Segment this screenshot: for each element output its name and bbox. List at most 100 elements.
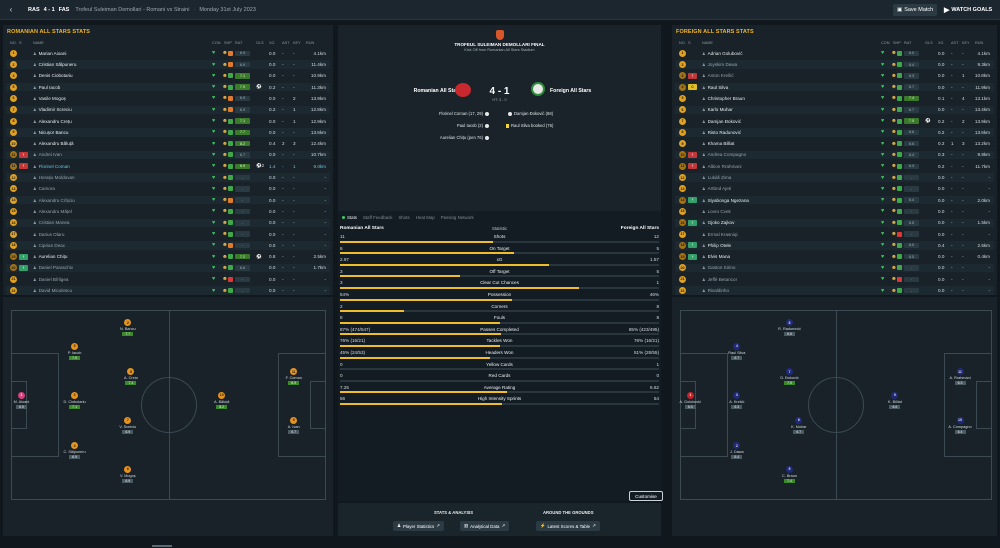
pitch-player[interactable]: 2 N. Bancu 7.7 [108, 319, 148, 337]
player-name-cell[interactable]: ♟ Joyskim Dawa [702, 60, 737, 69]
header-name[interactable]: NAME [702, 41, 713, 45]
pitch-player[interactable]: 10 A. Compagno 6.4 [940, 416, 980, 434]
player-name[interactable]: Andrei Ivan [38, 152, 62, 158]
player-name[interactable]: Denis Ciobotariu [38, 73, 73, 79]
player-row[interactable]: 1 ♟ Marian Aioani ♥ ☻ 6.9 0.0- -4.1km [6, 49, 330, 58]
player-row[interactable]: 18 ♟ Ciprian Deac ♥ ☻ -0.0- - - [6, 241, 330, 250]
away-team-name[interactable]: Foreign All Stars [550, 88, 592, 94]
pitch-player[interactable]: 10 A. Băluță 8.2 [202, 391, 242, 409]
player-name-cell[interactable]: ♟ Karlo Muhar [702, 106, 733, 115]
player-row[interactable]: 2 ♟ Cristian Sălpuneru ♥ ☻ 6.9 0.0- -11.4km [6, 60, 330, 69]
player-name-cell[interactable]: ♟ Risto Radunović [702, 128, 741, 137]
header-key[interactable]: KEY [962, 41, 970, 45]
player-row[interactable]: 14 ♟ Alexandru Crîșciu ♥ ☻ -0.0- - - [6, 195, 330, 205]
save-match-button[interactable]: ▣ Save Match [893, 4, 938, 16]
header-rat[interactable]: RAT [235, 41, 243, 45]
analytical-data-button[interactable]: ▥ Analytical Data ↗ [460, 521, 510, 531]
player-name[interactable]: Albion Rrahmani [707, 163, 742, 169]
pitch-player[interactable]: 5 P. Iacob 7.9 [55, 342, 95, 360]
header-ast[interactable]: AST [951, 41, 959, 45]
pitch-player[interactable]: 6 V. Mogoș 6.9 [108, 465, 148, 483]
player-row[interactable]: 7 ♟ Vladimir Screciu ♥ ☻ 6.9 0.2- 1 12.8km [6, 105, 330, 115]
player-name[interactable]: Khama Billiat [707, 141, 735, 147]
pitch-player[interactable]: 3 A. Krešić 6.3 [717, 391, 757, 409]
player-name-cell[interactable]: ♟ Damjan Đoković [702, 117, 741, 126]
player-name-cell[interactable]: ♟ Ciprian Deac [33, 241, 65, 250]
back-arrow-icon[interactable]: ‹ [9, 5, 13, 14]
player-row[interactable]: 6 ♟ Vasile Mogoș ♥ ☻ 6.9 0.0- 2 13.9km [6, 94, 330, 103]
player-name[interactable]: Risto Radunović [707, 129, 742, 135]
header-rat[interactable]: RAT [904, 41, 912, 45]
player-name-cell[interactable]: ♟ David Miculescu [33, 286, 72, 295]
player-name-cell[interactable]: ♟ Artbnd Ajeti [702, 185, 731, 194]
player-row[interactable]: 12 ♟ Lukáš Zima ♥ ☻ -0.0- - - [675, 173, 994, 182]
player-name-cell[interactable]: ♟ Lukáš Zima [702, 173, 731, 182]
player-name[interactable]: Daniel Bîrligea [38, 276, 69, 282]
pitch-player[interactable]: 11 F. Coman 8.9 [274, 368, 314, 386]
player-name[interactable]: Cristian Sălpuneru [38, 62, 77, 68]
player-row[interactable]: 12 ♟ Horațiu Moldovan ♥ ☻ -0.0- - - [6, 173, 330, 182]
player-name[interactable]: Camora [38, 186, 55, 192]
player-row[interactable]: 14 › ♟ Siyabonga Ngezana ♥ ☻ 6.4 0.0- -2.0km [675, 195, 994, 205]
player-name[interactable]: Adrian Golubović [707, 50, 743, 56]
tab-staff-feedback[interactable]: Staff Feedback [363, 215, 393, 220]
player-row[interactable]: 10 ‹ ♟ Andrea Compagno ♥ ☻ 6.4 0.3- -9.8km [675, 150, 994, 160]
pitch-player[interactable]: 4 Raul Silva 6.7 [717, 342, 757, 360]
player-name[interactable]: Christopher Braun [707, 95, 745, 101]
player-row[interactable]: 16 ♟ Cristian Manea ♥ ☻ -0.0- - - [6, 218, 330, 228]
player-row[interactable]: 21 ♟ Jeffé Betancor ♥ ☻ -0.0- - - [675, 275, 994, 284]
player-name[interactable]: Alexandru Băluță [38, 141, 74, 147]
scroll-indicator[interactable] [152, 545, 172, 547]
player-row[interactable]: 19 › ♟ Aurelian Chițu ♥ ☻ 7.2 ⚽ 0.8- -2.5km [6, 252, 330, 261]
player-name-cell[interactable]: ♟ Daniel Paraschiv [33, 264, 73, 273]
header-xg[interactable]: XG [269, 41, 275, 45]
player-row[interactable]: 20 › ♟ Daniel Paraschiv ♥ ☻ 6.6 0.0- -1.7km [6, 263, 330, 273]
player-row[interactable]: 15 ♟ Alexandru Mățel ♥ ☻ -0.0- - - [6, 207, 330, 216]
player-name-cell[interactable]: ♟ Vasile Mogoș [33, 94, 66, 103]
header-gls[interactable]: GLS [256, 41, 264, 45]
pitch-player[interactable]: 3 D. Ciobotariu 7.1 [55, 391, 95, 409]
watch-goals-button[interactable]: ▶ WATCH GOALS [940, 4, 996, 16]
latest-scores-button[interactable]: ⚡ Latest Scores & Table ↗ [536, 521, 600, 531]
player-row[interactable]: 8 ♟ Risto Radunović ♥ ☻ 6.6 0.2- -13.6km [675, 128, 994, 137]
pitch-player[interactable]: 8 A. Crețu 7.1 [111, 368, 151, 386]
player-name[interactable]: Damjan Đoković [707, 118, 742, 124]
player-row[interactable]: 15 ♟ Lovro Cvek ♥ ☻ -0.0- - - [675, 207, 994, 216]
player-name-cell[interactable]: ♟ Adrian Golubović [702, 49, 743, 58]
pitch-player[interactable]: 4 C. Sălpuneru 6.9 [55, 442, 95, 460]
header-con[interactable]: CON [212, 41, 221, 45]
player-name-cell[interactable]: ♟ Albion Rrahmani [702, 162, 742, 171]
tab-passing-network[interactable]: Passing Network [440, 215, 474, 220]
pitch-player[interactable]: 9 A. Ivan 6.7 [274, 416, 314, 434]
player-name[interactable]: Marian Aioani [38, 50, 67, 56]
player-name-cell[interactable]: ♟ Philip Otele [702, 241, 731, 250]
player-name[interactable]: Gaston Sirino [707, 265, 736, 271]
header-name[interactable]: NAME [33, 41, 44, 45]
player-name-cell[interactable]: ♟ Cristian Sălpuneru [33, 60, 76, 69]
header-no[interactable]: NO. [679, 41, 686, 45]
player-name-cell[interactable]: ♟ Camora [33, 185, 55, 194]
header-s[interactable]: S [19, 41, 22, 45]
header-con[interactable]: CON [881, 41, 890, 45]
player-name[interactable]: Alexandru Crîșciu [38, 197, 75, 203]
player-name[interactable]: Lovro Cvek [707, 208, 731, 214]
tab-heat-map[interactable]: Heat Map [415, 215, 435, 220]
player-row[interactable]: 3 ‹ ♟ Anton Krešić ♥ ☻ 6.3 0.0- 1 10.8km [675, 72, 994, 81]
player-name[interactable]: Alexandru Mățel [38, 208, 72, 214]
player-row[interactable]: 13 ♟ Artbnd Ajeti ♥ ☻ -0.0- - - [675, 185, 994, 194]
player-row[interactable]: 10 ♟ Alexandru Băluță ♥ ☻ 8.2 0.4 2 3 12.4km [6, 139, 330, 148]
pitch-player[interactable]: 1 A. Golubović 6.0 [670, 391, 710, 409]
pitch-player[interactable]: 8 R. Radunović 6.6 [770, 319, 810, 337]
pitch-player[interactable]: 2 J. Dawa 6.4 [717, 442, 757, 460]
header-s[interactable]: S [688, 41, 691, 45]
player-name[interactable]: Nicușor Bancu [38, 129, 69, 135]
player-name-cell[interactable]: ♟ Khama Billiat [702, 139, 734, 148]
player-name-cell[interactable]: ♟ Aurelian Chițu [33, 252, 67, 261]
player-name-cell[interactable]: ♟ Alexandru Băluță [33, 139, 74, 148]
player-name-cell[interactable]: ♟ Andrea Compagno [702, 151, 746, 160]
player-name[interactable]: Darius Olaru [38, 231, 65, 237]
player-name-cell[interactable]: ♟ Siyabonga Ngezana [702, 196, 749, 205]
player-name-cell[interactable]: ♟ Horațiu Moldovan [33, 173, 75, 182]
player-row[interactable]: 11 ‹ ♟ Andrei Ivan ♥ ☻ 6.7 0.0- -10.7km [6, 150, 330, 160]
player-name[interactable]: Lukáš Zima [707, 175, 732, 181]
